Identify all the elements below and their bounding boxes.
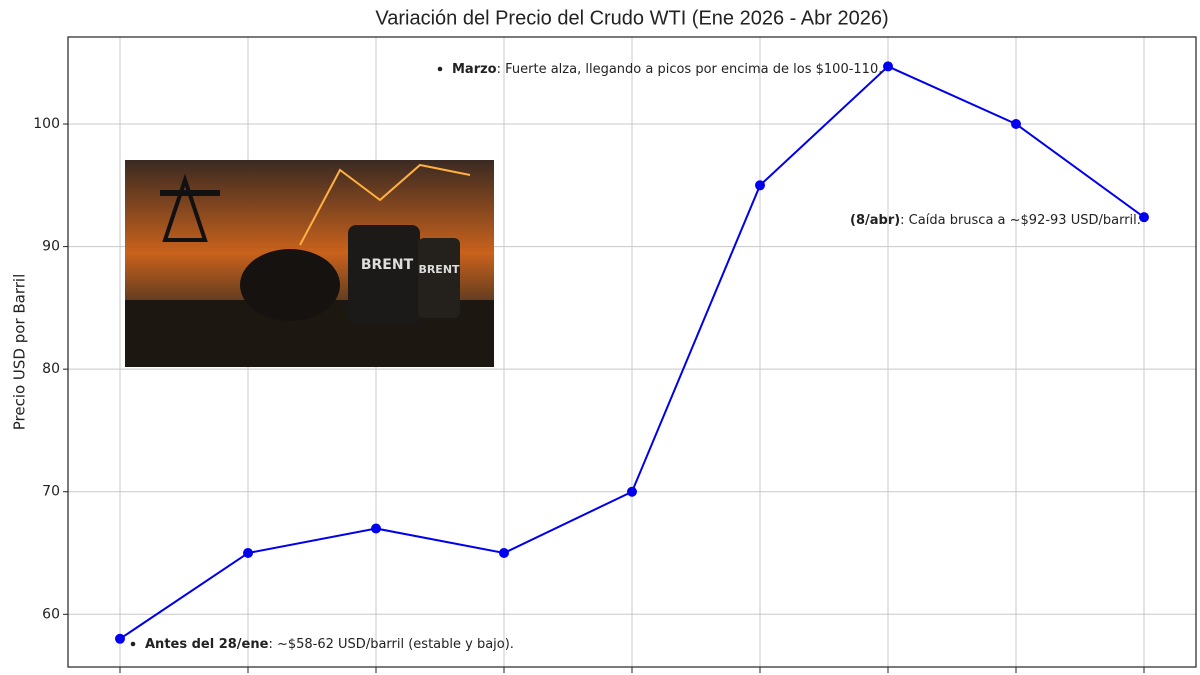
annotation-text: : Fuerte alza, llegando a picos por enci…: [497, 62, 883, 77]
image-label: BRENT: [361, 257, 414, 273]
annotation-text: : ~$58-62 USD/barril (estable y bajo).: [268, 637, 514, 652]
y-tick-label: 60: [42, 606, 60, 622]
data-point: [1011, 119, 1021, 130]
y-tick-label: 90: [42, 239, 60, 255]
data-point: [755, 180, 765, 191]
y-tick-label: 70: [42, 484, 60, 500]
chart-title: Variación del Precio del Crudo WTI (Ene …: [375, 7, 888, 29]
bullet: [130, 641, 136, 647]
data-point: [499, 548, 509, 559]
y-tick-label: 80: [42, 361, 60, 377]
annotation: Antes del 28/ene: ~$58-62 USD/barril (es…: [145, 637, 514, 652]
plot-frame: [67, 36, 1197, 668]
data-point: [627, 486, 637, 497]
data-point: [1139, 212, 1149, 223]
data-point: [115, 633, 125, 644]
data-point: [883, 61, 893, 72]
bullet: [437, 66, 443, 72]
y-axis-label: Precio USD por Barril: [11, 274, 29, 431]
data-point: [371, 523, 381, 534]
annotation-bold: Antes del 28/ene: [145, 637, 269, 652]
annotation-bold: (8/abr): [850, 213, 900, 228]
illustration: BRENT BRENT: [125, 160, 494, 367]
image-label: BRENT: [418, 263, 460, 276]
y-tick-label: 100: [33, 116, 60, 132]
annotation: (8/abr): Caída brusca a ~$92-93 USD/barr…: [850, 213, 1141, 228]
data-point: [243, 548, 253, 559]
annotation-text: : Caída brusca a ~$92-93 USD/barril.: [900, 213, 1141, 228]
annotation-bold: Marzo: [452, 62, 497, 77]
annotation: Marzo: Fuerte alza, llegando a picos por…: [452, 62, 882, 77]
